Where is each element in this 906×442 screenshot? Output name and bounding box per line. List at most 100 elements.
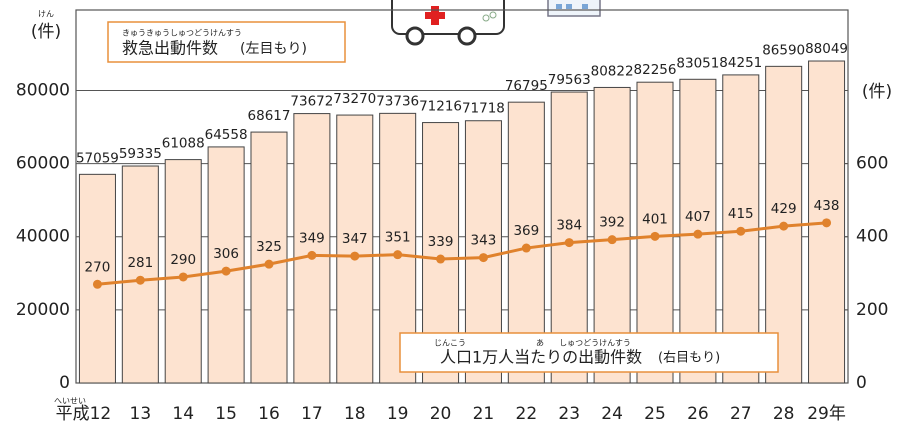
line-point [436,254,446,264]
bar-value-label: 71718 [462,101,505,117]
line-value-label: 339 [428,234,454,250]
legend-label: 救急出動件数 [122,39,218,58]
bar-value-label: 71216 [419,99,462,115]
bar-value-label: 80822 [591,63,634,79]
line-value-label: 392 [599,215,625,231]
bar-value-label: 83051 [676,55,719,71]
legend-note: (左目もり) [240,41,307,57]
line-value-label: 306 [213,246,239,262]
line [97,221,827,286]
bar [336,114,374,384]
x-tick-label: 21 [473,404,495,424]
x-tick-label: 17 [301,404,323,424]
y-tick-label: 40000 [16,227,70,247]
x-tick-label: 20 [430,404,452,424]
x-tick-label: 25 [644,404,666,424]
bar [250,131,288,384]
line-point [607,235,617,245]
line-point [564,238,574,248]
line-value-label: 384 [556,218,582,234]
y-tick-label: 0 [59,373,70,393]
line-point [478,253,488,263]
x-tick-label: 13 [130,404,152,424]
category-reading: へいせい [54,397,86,406]
line-point [264,259,274,269]
line-value-label: 438 [814,198,840,214]
legend-box [399,332,779,373]
line-value-label: 281 [127,255,153,271]
line-value-label: 347 [342,231,368,247]
bar-value-label: 73672 [290,94,333,110]
bar-value-label: 79563 [548,72,591,88]
ambulance-icon [391,0,505,46]
bar-value-label: 61088 [162,136,205,152]
line-point [178,272,188,282]
bar-value-label: 84251 [719,55,762,71]
line-point [521,243,531,253]
x-tick-label: 平成12 [56,404,112,424]
bar-value-label: 59335 [119,146,162,162]
x-tick-label: 15 [215,404,237,424]
y2-tick-label: 600 [856,154,888,174]
line-point [350,251,360,261]
line-point [135,275,145,285]
line-value-label: 349 [299,230,325,246]
bar-value-label: 57059 [76,150,119,166]
x-tick-label: 19 [387,404,409,424]
legend-reading: きゅうきゅうしゅつどうけんすう [122,29,242,38]
y2-tick-label: 200 [856,300,888,320]
bar [121,165,159,384]
line-value-label: 369 [513,223,539,239]
x-tick-label: 24 [601,404,623,424]
bar [293,113,331,384]
legend-box [107,21,346,63]
bar-value-label: 73736 [376,93,419,109]
y-axis-label: (件) [31,22,61,42]
bar-value-label: 86590 [762,42,805,58]
bar-value-label: 73270 [333,91,376,107]
legend-reading: しゅつどうけんすう [559,339,631,348]
line-point [779,221,789,231]
line-value-label: 415 [728,206,754,222]
line-value-label: 401 [642,211,668,227]
line-value-label: 270 [85,259,111,275]
x-tick-label: 16 [258,404,280,424]
hospital-icon [547,0,601,17]
line-value-label: 407 [685,209,711,225]
line-value-label: 290 [170,252,196,268]
bar-value-label: 82256 [634,62,677,78]
line-point [221,266,231,276]
x-tick-label: 26 [687,404,709,424]
axis-reading: けん [38,10,54,19]
y-tick-label: 20000 [16,300,70,320]
bar-value-label: 68617 [248,108,291,124]
line-value-label: 343 [471,233,497,249]
line-value-label: 351 [385,230,411,246]
bar-value-label: 88049 [805,41,848,57]
y-tick-label: 60000 [16,154,70,174]
line-point [736,226,746,236]
line-point [307,250,317,260]
bar [207,146,245,384]
legend-note: (右目もり) [658,351,720,366]
line-value-label: 325 [256,239,282,255]
line-point [393,250,403,260]
bar-value-label: 76795 [505,78,548,94]
line-point [92,279,102,289]
legend-reading: じんこう [434,339,466,348]
x-tick-label: 22 [516,404,538,424]
line-value-label: 429 [771,201,797,217]
bar [164,159,202,384]
legend-reading: あ [536,339,544,348]
x-tick-label: 23 [558,404,580,424]
line-point [693,229,703,239]
legend-label: 人口1万人当たりの出動件数 [440,348,642,367]
x-tick-label: 18 [344,404,366,424]
y2-axis-label: (件) [862,82,892,102]
y2-tick-label: 400 [856,227,888,247]
x-tick-label: 27 [730,404,752,424]
line-point [650,231,660,241]
y2-tick-label: 0 [856,373,867,393]
bar [78,173,116,384]
